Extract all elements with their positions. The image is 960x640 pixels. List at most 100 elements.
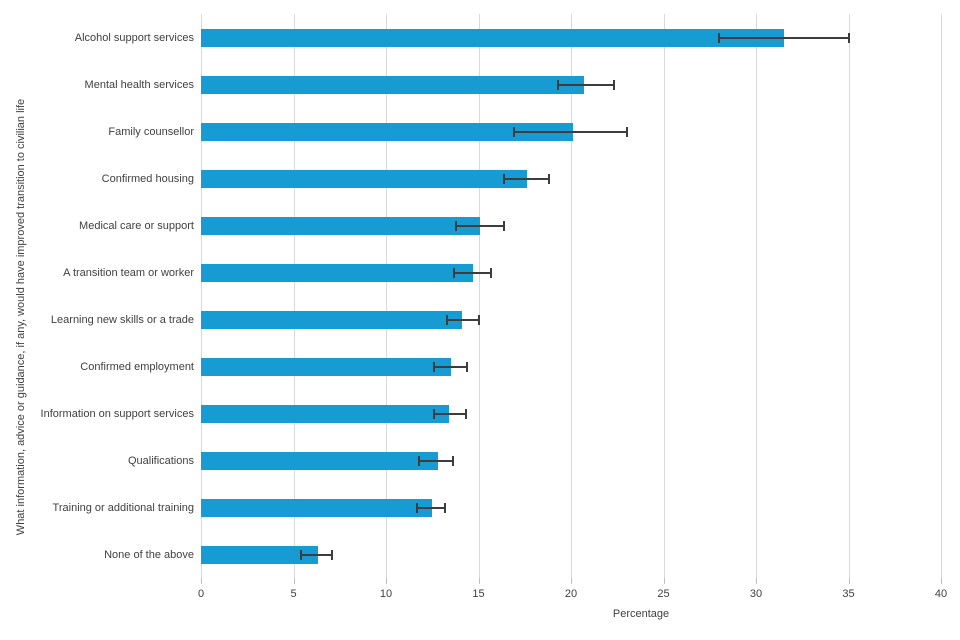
bar-rows: Alcohol support services Mental health se… — [0, 14, 941, 578]
gridline — [941, 14, 942, 578]
gridline — [848, 14, 850, 578]
x-axis-tick — [663, 578, 665, 584]
error-bar — [419, 459, 453, 462]
category-label: Mental health services — [84, 78, 194, 91]
bar-area — [201, 343, 941, 390]
error-bar-cap — [477, 314, 480, 325]
error-bar — [447, 318, 479, 321]
gridline — [386, 14, 387, 578]
bar — [201, 498, 433, 517]
bar-row: Learning new skills or a trade — [0, 296, 941, 343]
bar-row: Confirmed housing — [0, 155, 941, 202]
x-tick-label: 35 — [842, 588, 855, 600]
category-label: Alcohol support services — [74, 31, 194, 44]
bar-area — [201, 484, 941, 531]
bar-row: Information on support services — [0, 390, 941, 437]
x-axis-tick — [941, 578, 942, 584]
error-bar-cap — [490, 267, 493, 278]
bar-row: Alcohol support services — [0, 14, 941, 61]
category-label: A transition team or worker — [63, 266, 194, 279]
category-label: Confirmed housing — [101, 172, 194, 185]
bar-row: Training or additional training — [0, 484, 941, 531]
bar-area — [201, 155, 941, 202]
category-label: Confirmed employment — [80, 360, 194, 373]
x-axis-tick — [571, 578, 572, 584]
bar — [201, 263, 473, 282]
bar — [201, 169, 527, 188]
error-bar-cap — [453, 267, 456, 278]
bar — [201, 357, 451, 376]
bar — [201, 451, 438, 470]
category-label: Family counsellor — [108, 125, 194, 138]
category-label: Information on support services — [40, 407, 194, 420]
error-bar — [454, 271, 492, 274]
error-bar-cap — [718, 32, 720, 43]
error-bar-cap — [503, 173, 506, 184]
error-bar — [456, 224, 505, 227]
category-label: Learning new skills or a trade — [50, 313, 194, 326]
x-axis-tick — [478, 578, 480, 584]
bar — [201, 75, 584, 94]
bar-area — [201, 14, 941, 61]
x-axis-tick — [756, 578, 757, 584]
bar-row: Medical care or support — [0, 202, 941, 249]
error-bar-cap — [466, 361, 469, 372]
gridline — [663, 14, 665, 578]
error-bar-cap — [299, 549, 302, 560]
x-tick-label: 40 — [934, 588, 948, 600]
error-bar — [558, 83, 614, 86]
gridline — [571, 14, 572, 578]
x-axis-tick — [293, 578, 295, 584]
category-label: Medical care or support — [79, 219, 194, 232]
bar — [201, 216, 481, 235]
bar-area — [201, 249, 941, 296]
x-tick-label: 25 — [657, 588, 670, 600]
error-bar-cap — [557, 79, 560, 90]
error-bar-cap — [416, 502, 419, 513]
bar-row: A transition team or worker — [0, 249, 941, 296]
bar — [201, 404, 449, 423]
error-bar — [513, 130, 627, 133]
x-axis-tick — [848, 578, 850, 584]
bar-area — [201, 108, 941, 155]
x-tick-label: 10 — [379, 588, 393, 600]
x-tick-label: 20 — [564, 588, 578, 600]
error-bar-cap — [433, 408, 436, 419]
bar — [201, 122, 573, 141]
error-bar-cap — [433, 361, 436, 372]
error-bar-cap — [625, 126, 628, 137]
x-axis-tick — [386, 578, 387, 584]
error-bar-cap — [451, 455, 454, 466]
plot-area: 0 5 10 15 20 25 30 35 40 — [198, 14, 947, 600]
error-bar — [300, 553, 333, 556]
bar-row: None of the above — [0, 531, 941, 578]
bar-area — [201, 296, 941, 343]
error-bar-cap — [847, 32, 850, 43]
category-label: None of the above — [104, 548, 194, 561]
error-bar — [417, 506, 446, 509]
error-bar-cap — [547, 173, 550, 184]
bar — [201, 545, 318, 564]
error-bar — [434, 365, 468, 368]
error-bar — [434, 412, 466, 415]
x-tick-label: 5 — [290, 588, 297, 600]
bar-area — [201, 61, 941, 108]
gridline — [293, 14, 295, 578]
bar-row: Mental health services — [0, 61, 941, 108]
error-bar-cap — [331, 549, 334, 560]
x-axis-title: Percentage — [612, 608, 670, 620]
bar-row: Confirmed employment — [0, 343, 941, 390]
bar-area — [201, 531, 941, 578]
x-tick-label: 0 — [197, 588, 205, 600]
x-axis-tick — [201, 578, 202, 584]
x-tick-label: 15 — [472, 588, 485, 600]
bar-area — [201, 390, 941, 437]
bar-row: Family counsellor — [0, 108, 941, 155]
category-label: Training or additional training — [52, 501, 194, 514]
bar-area — [201, 202, 941, 249]
x-tick-label: 30 — [749, 588, 763, 600]
category-label: Qualifications — [127, 454, 194, 467]
error-bar-cap — [512, 126, 515, 137]
gridline — [201, 14, 202, 578]
